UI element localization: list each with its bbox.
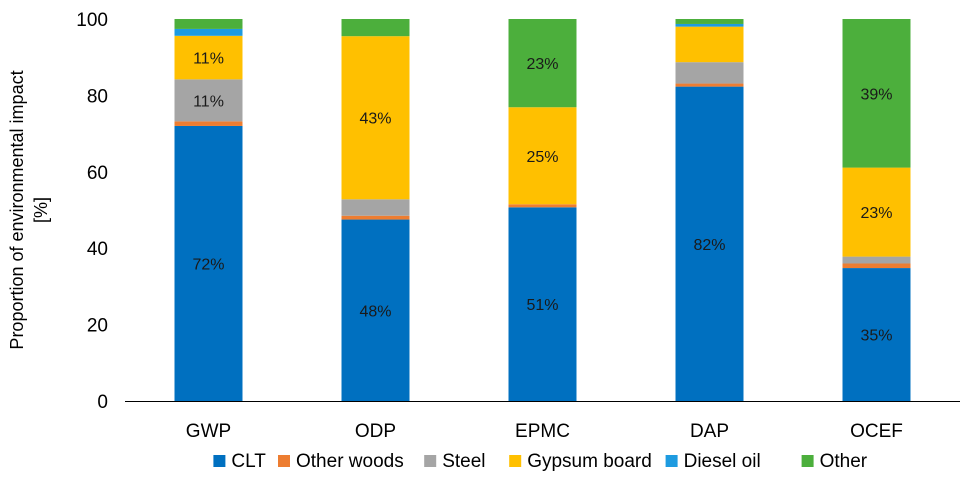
y-tick-label: 60 <box>87 163 108 184</box>
y-tick-label: 80 <box>87 86 108 107</box>
bar-segment-odp-gypsum-board <box>341 36 410 200</box>
bar-segment-odp-clt <box>341 219 410 401</box>
legend-item-diesel-oil: Diesel oil <box>665 451 761 472</box>
bar-segment-odp-other <box>341 19 410 37</box>
bars <box>174 19 911 402</box>
bar-segment-epmc-other-woods <box>508 204 577 208</box>
x-tick-label: DAP <box>690 421 729 442</box>
legend-label: CLT <box>231 451 266 472</box>
legend-swatch <box>424 455 437 467</box>
bar-segment-gwp-diesel-oil <box>174 28 243 36</box>
bar-segment-odp-steel <box>341 199 410 216</box>
data-label: 48% <box>359 303 391 320</box>
data-label: 82% <box>693 237 725 254</box>
x-tick-label: OCEF <box>850 421 903 442</box>
bar-segment-dap-other-woods <box>675 83 744 87</box>
bar-segment-dap-gypsum-board <box>675 26 744 63</box>
data-label: 11% <box>193 51 224 68</box>
y-tick-label: 20 <box>87 316 108 337</box>
bar-segment-gwp-gypsum-board <box>174 35 243 80</box>
y-tick-label: 0 <box>97 392 108 413</box>
x-axis-ticks: GWP ODP EPMC DAP OCEF <box>186 421 903 442</box>
data-labels: 72% 11% 11% 48% 43% 51% 25% 23% 82% 35% 23% 39% <box>192 51 892 345</box>
y-tick-label: 100 <box>76 10 108 31</box>
x-tick-label: ODP <box>355 421 396 442</box>
bar-segment-dap-other <box>675 19 744 24</box>
bar-segment-epmc-gypsum-board <box>508 107 577 205</box>
legend-label: Other <box>820 451 868 472</box>
data-label: 43% <box>359 111 391 128</box>
bar-segment-gwp-other-woods <box>174 121 243 126</box>
legend-swatch <box>509 455 522 467</box>
x-tick-label: GWP <box>186 421 231 442</box>
data-label: 72% <box>192 256 224 273</box>
data-label: 39% <box>860 86 892 103</box>
legend: CLT Other woods Steel Gypsum board Diesel oi… <box>213 451 868 472</box>
y-axis-title-line-1: Proportion of environmental impact <box>7 70 27 349</box>
data-label: 35% <box>860 328 892 345</box>
legend-label: Steel <box>442 451 485 472</box>
bar-segment-epmc-other <box>508 19 577 108</box>
y-tick-label: 40 <box>87 239 108 260</box>
bar-segment-dap-steel <box>675 62 744 84</box>
legend-swatch <box>665 455 678 467</box>
bar-segment-gwp-steel <box>174 79 243 122</box>
legend-swatch <box>278 455 290 467</box>
data-label: 51% <box>526 297 558 314</box>
y-axis-title-line-2: [%] <box>31 197 51 223</box>
data-label: 25% <box>526 149 558 166</box>
legend-label: Other woods <box>296 451 404 472</box>
y-axis-ticks: 0 20 40 60 80 100 <box>76 10 108 413</box>
bar-segment-ocef-gypsum-board <box>842 167 911 257</box>
legend-swatch <box>213 455 226 467</box>
bar-segment-dap-diesel-oil <box>675 23 744 27</box>
legend-item-other-woods: Other woods <box>278 451 404 472</box>
bar-segment-ocef-steel <box>842 256 911 264</box>
bar-segment-odp-other-woods <box>341 215 410 220</box>
data-label: 11% <box>193 93 224 110</box>
data-label: 23% <box>526 56 558 73</box>
legend-label: Diesel oil <box>684 451 761 472</box>
bar-segment-gwp-clt <box>174 125 243 402</box>
legend-swatch <box>801 455 814 467</box>
legend-item-other: Other <box>801 451 868 472</box>
bar-segment-ocef-clt <box>842 268 911 401</box>
y-axis-title: Proportion of environmental impact [%] <box>7 70 51 349</box>
legend-item-gypsum-board: Gypsum board <box>509 451 652 472</box>
data-label: 23% <box>860 205 892 222</box>
bar-segment-ocef-other-woods <box>842 263 911 269</box>
bar-segment-ocef-other <box>842 19 911 168</box>
bar-segment-dap-clt <box>675 86 744 401</box>
bar-segment-gwp-other <box>174 19 243 29</box>
legend-label: Gypsum board <box>527 451 652 472</box>
x-tick-label: EPMC <box>515 421 570 442</box>
legend-item-steel: Steel <box>424 451 486 472</box>
bar-segment-epmc-clt <box>508 207 577 401</box>
legend-item-clt: CLT <box>213 451 266 472</box>
